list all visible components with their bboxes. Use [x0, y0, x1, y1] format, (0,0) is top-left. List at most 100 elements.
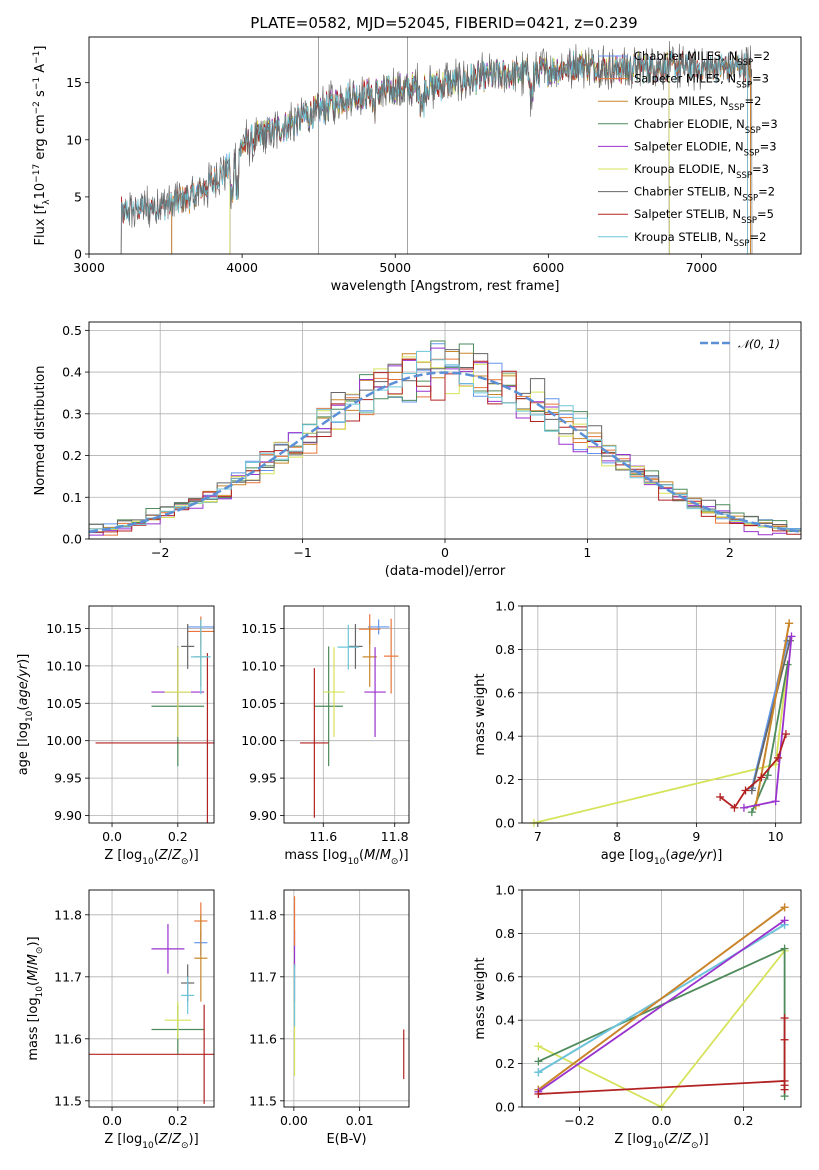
y-tick-label: 11.8	[249, 907, 277, 922]
data-point	[337, 624, 359, 670]
x-tick-label: 4000	[226, 260, 258, 275]
x-tick-label: 0.2	[168, 829, 188, 844]
legend-label: Chabrier ELODIE, NSSP=3	[634, 117, 778, 136]
y-tick-label: 10.00	[46, 733, 82, 748]
plus-marker	[741, 786, 750, 795]
y-axis-label-part: −1	[32, 77, 42, 90]
y-tick-label: 0.1	[62, 490, 82, 505]
y-tick-label: 0.3	[62, 406, 82, 421]
y-axis-label-part: A	[33, 64, 48, 77]
axes-frame	[88, 889, 215, 1108]
x-axis-label: wavelength [Angstrom, rest frame]	[331, 279, 560, 294]
legend-label-suffix: =5	[757, 207, 774, 221]
legend-label-suffix: =2	[744, 94, 761, 108]
y-tick-label: 5	[74, 189, 82, 204]
error-bars	[293, 896, 405, 1080]
x-tick-label: 7	[534, 829, 542, 844]
label-part: )]	[189, 848, 199, 863]
legend-label-suffix: =3	[752, 162, 769, 176]
y-tick-label: 11.5	[54, 1093, 82, 1108]
y-tick-label: 10.10	[46, 658, 82, 673]
label-part: Z	[158, 848, 169, 863]
label-part: (	[154, 848, 159, 863]
x-tick-label: −0.2	[564, 1113, 594, 1128]
label-part: age/yr	[16, 662, 31, 705]
y-tick-label: 0.2	[495, 772, 515, 787]
y-tick-label: 10.05	[241, 696, 277, 711]
data-point	[348, 623, 363, 669]
legend-label-sub: SSP	[737, 58, 753, 68]
legend-label-suffix: =3	[760, 139, 777, 153]
x-tick-label: 0.00	[280, 1113, 308, 1128]
label-part: ⊙	[391, 857, 399, 867]
x-tick-label: 7000	[686, 260, 718, 275]
y-tick-label: 9.95	[54, 771, 82, 786]
x-tick-label: −1	[293, 545, 311, 560]
y-tick-label: 11.8	[54, 907, 82, 922]
ticks: −2 −1 0 1 2 0.0 0.1 0.2 0.3 0.4 0.5	[62, 323, 734, 560]
y-tick-label: 0.8	[495, 642, 515, 657]
ticks: 0.0 0.2 11.5 11.6 11.7 11.8	[54, 907, 188, 1128]
label-part: )]	[16, 654, 31, 664]
y-axis-label: mass [log10(M/M⊙)]	[26, 936, 45, 1060]
label-part: ⊙	[181, 857, 189, 867]
x-tick-label: 10	[768, 829, 784, 844]
y-tick-label: 0.6	[495, 685, 515, 700]
label-part: (	[26, 981, 41, 986]
label-part: Z	[681, 1132, 692, 1147]
weight-line	[538, 1018, 786, 1095]
y-axis-label: Flux [fλ10−17 erg cm−2 s−1 A−1]	[32, 46, 52, 246]
label-part: 10	[35, 986, 45, 998]
y-tick-label: 10.05	[46, 696, 82, 711]
label-part: 10	[654, 857, 666, 867]
y-tick-label: 0	[74, 247, 82, 262]
x-tick-label: 8	[613, 829, 621, 844]
data-point	[323, 647, 345, 737]
plus-marker	[757, 773, 766, 782]
data-point	[367, 619, 390, 635]
x-tick-label: 0.0	[652, 1113, 672, 1128]
legend-label-suffix: =2	[753, 49, 770, 63]
weight-line	[537, 906, 786, 1091]
y-tick-label: 0.4	[495, 1013, 515, 1028]
plus-marker	[747, 808, 756, 817]
error-bars	[89, 902, 214, 1104]
y-tick-label: 11.6	[54, 1031, 82, 1046]
x-tick-label: 0.2	[168, 1113, 188, 1128]
y-tick-label: 10.10	[241, 658, 277, 673]
label-part: /	[375, 848, 380, 863]
label-part: 10	[348, 857, 360, 867]
legend-label-text: Kroupa ELODIE, N	[634, 162, 736, 176]
label-part: (	[154, 1132, 159, 1147]
legend-label-text: Salpeter MILES, N	[634, 72, 736, 86]
label-part: mass [log	[284, 848, 347, 863]
legend-label-text: Kroupa MILES, N	[634, 94, 729, 108]
y-tick-label: 1.0	[495, 599, 515, 614]
legend-label: 𝒩(0, 1)	[738, 337, 780, 351]
x-tick-label: 5000	[379, 260, 411, 275]
legend-label: Kroupa ELODIE, NSSP=3	[634, 162, 769, 181]
mass-vs-metallicity-panel: 0.0 0.211.511.611.711.8Z [log10(Z/Z⊙)]mas…	[26, 889, 215, 1151]
axes-frame	[88, 321, 802, 540]
legend-label-sub: SSP	[736, 171, 752, 181]
weight-line	[719, 733, 787, 810]
weight-line	[533, 664, 789, 824]
ticks: 0.00 0.01 11.5 11.6 11.7 11.8	[249, 907, 373, 1128]
ticks: 11.6 11.8 9.90 9.95 10.00 10.05 10.10 10.15	[241, 621, 408, 844]
ticks: −0.2 0.0 0.2 0.0 0.2 0.4 0.6 0.8 1.0	[495, 883, 753, 1129]
y-axis-label-part: Flux [f	[33, 204, 48, 245]
y-axis-label-part: λ	[42, 199, 52, 205]
label-part: 10	[142, 857, 154, 867]
legend-label: Chabrier STELIB, NSSP=2	[634, 185, 775, 204]
x-axis-label: Z [log10(Z/Z⊙)]	[614, 1132, 708, 1151]
axes-frame	[88, 36, 802, 255]
y-axis-label: Normed distribution	[33, 366, 48, 496]
legend: 𝒩(0, 1)	[700, 337, 780, 351]
axes-frame	[521, 605, 802, 824]
x-axis-label: age [log10(age/yr)]	[601, 848, 723, 867]
y-tick-label: 0.0	[62, 532, 82, 547]
legend-label: Salpeter STELIB, NSSP=5	[634, 207, 774, 226]
x-tick-label: 6000	[532, 260, 564, 275]
